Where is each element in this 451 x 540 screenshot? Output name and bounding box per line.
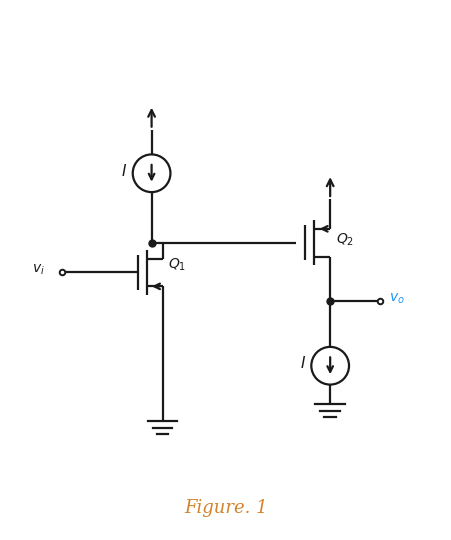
Text: $I$: $I$ (121, 163, 127, 179)
Text: $Q_2$: $Q_2$ (336, 232, 354, 248)
Text: $I$: $I$ (299, 355, 305, 372)
Text: Figure. 1: Figure. 1 (184, 499, 267, 517)
Text: $v_i$: $v_i$ (32, 263, 45, 277)
Text: $Q_1$: $Q_1$ (168, 257, 186, 273)
Text: $v_o$: $v_o$ (388, 292, 404, 306)
